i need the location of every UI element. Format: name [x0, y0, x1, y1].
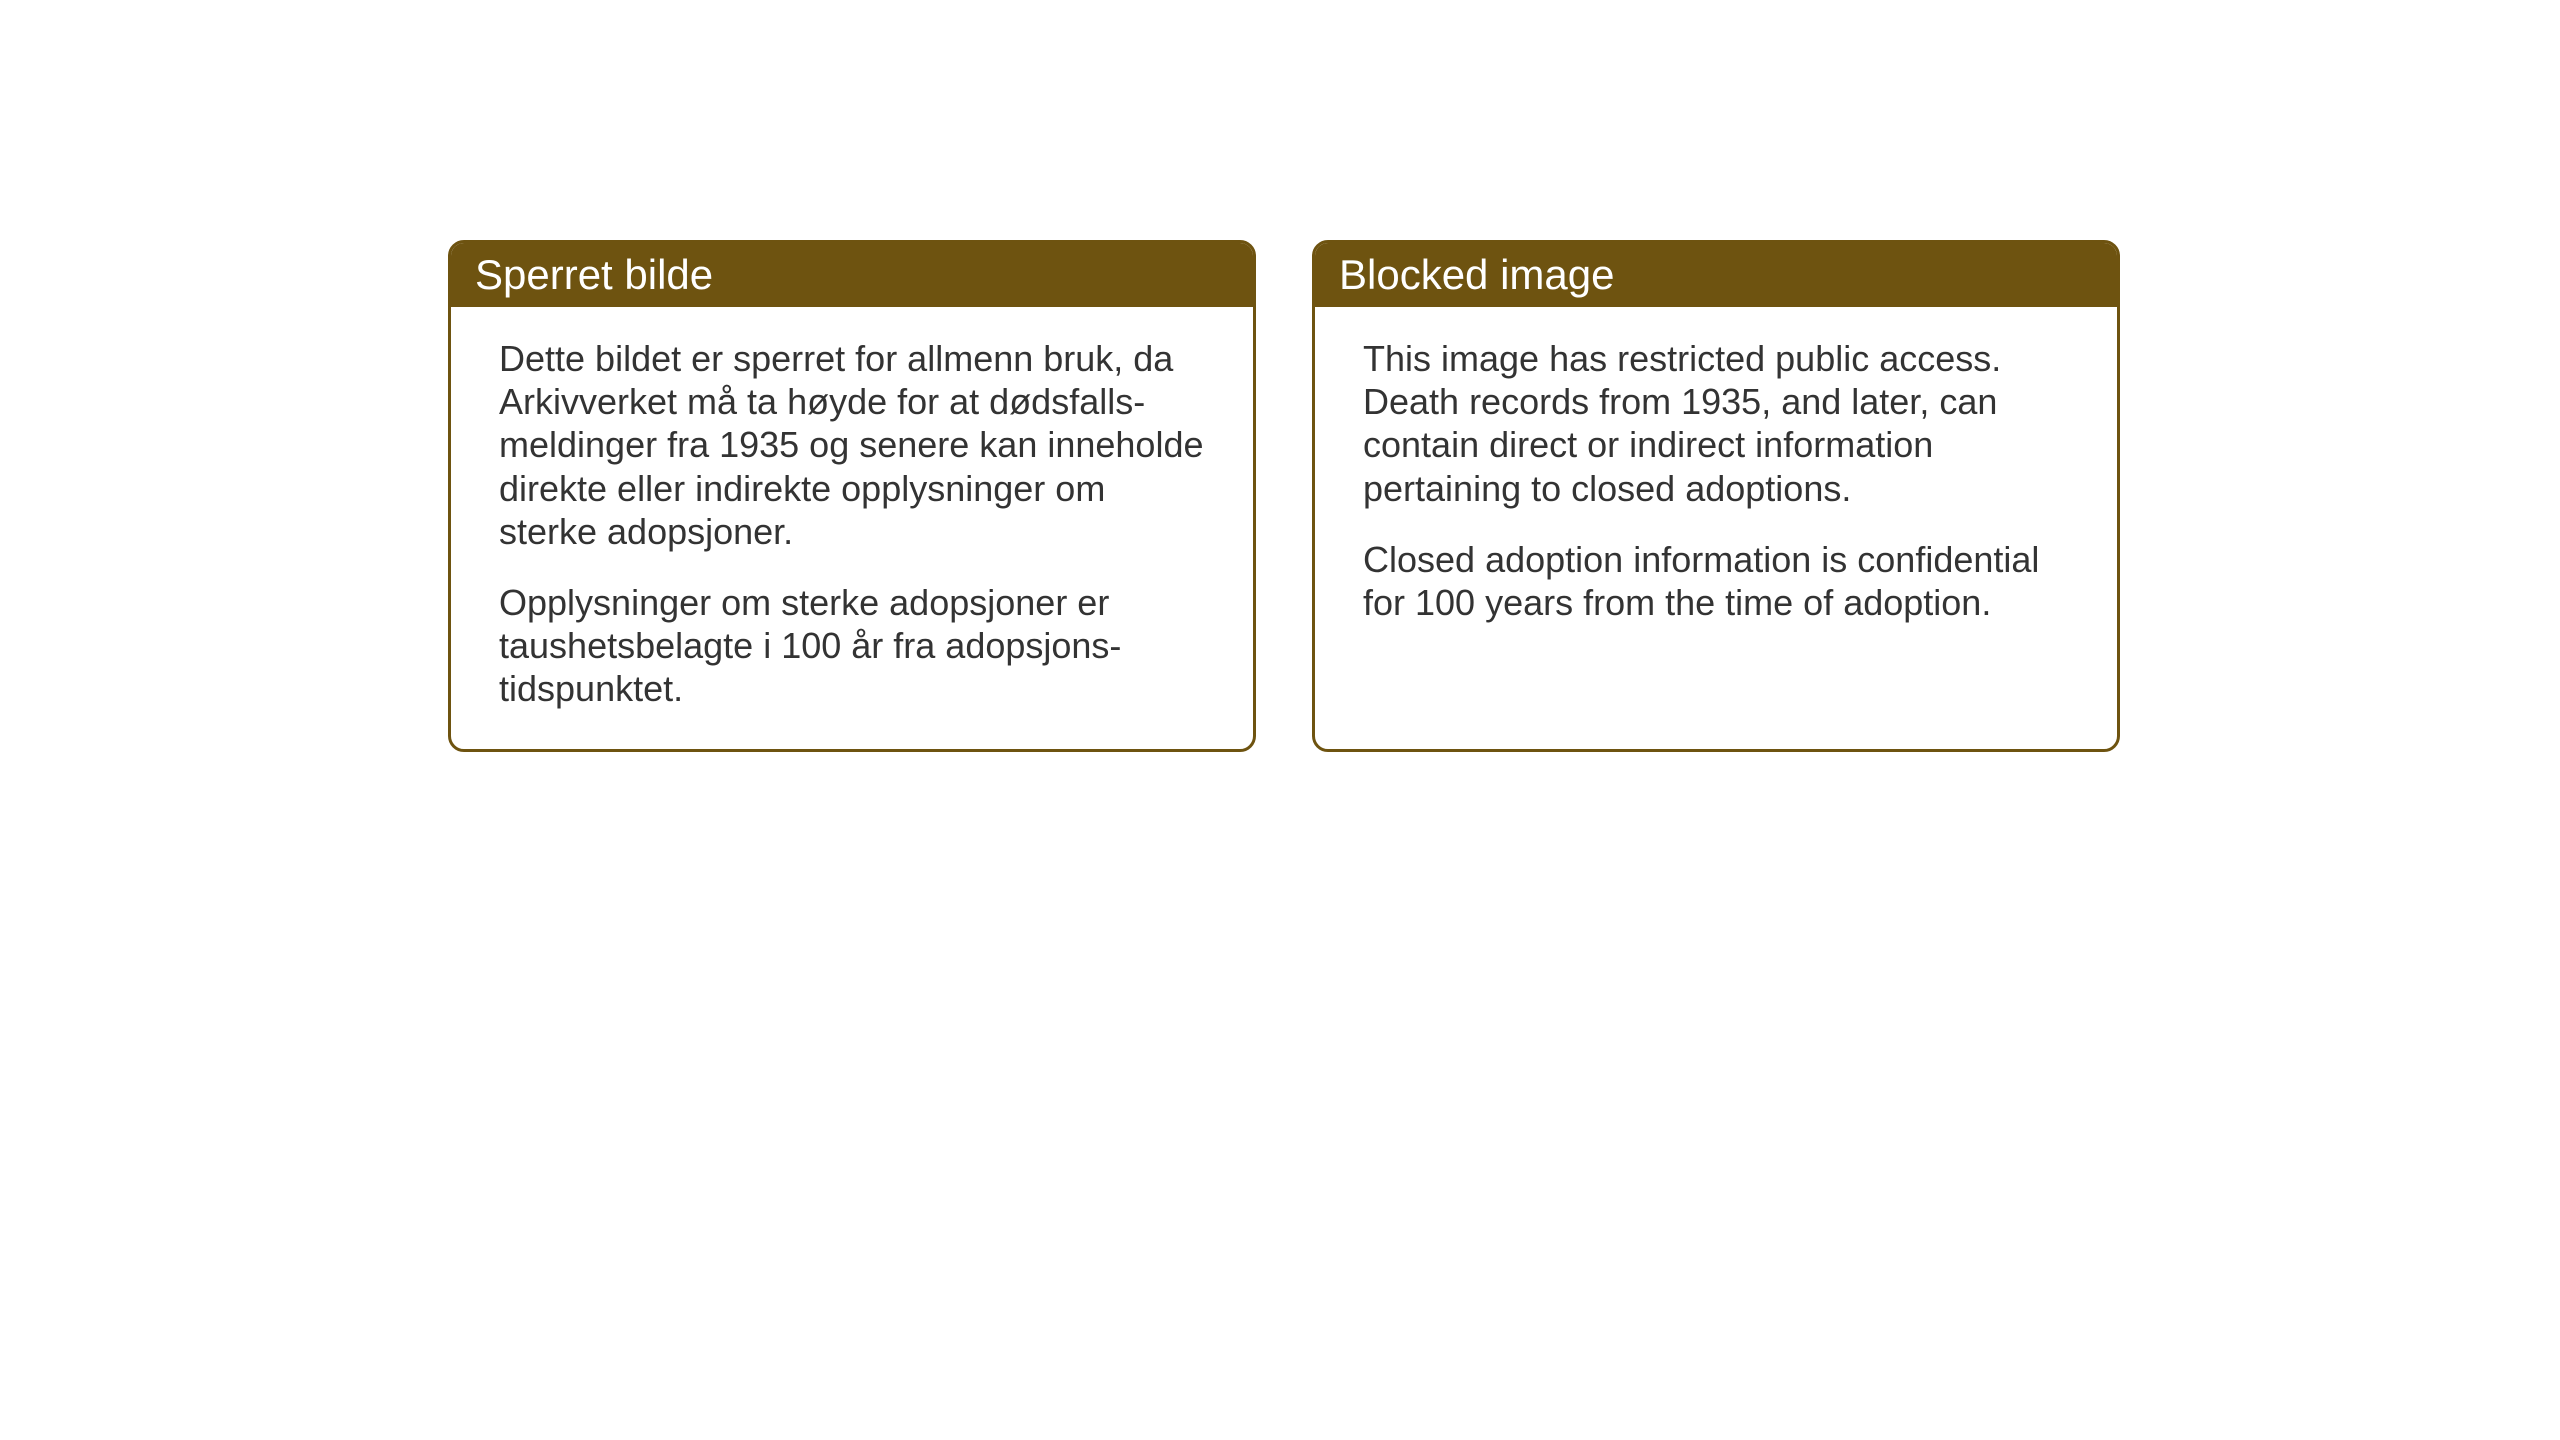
paragraph-2-english: Closed adoption information is confident… [1363, 538, 2069, 624]
notice-card-english: Blocked image This image has restricted … [1312, 240, 2120, 752]
card-title-english: Blocked image [1339, 251, 1614, 298]
paragraph-2-norwegian: Opplysninger om sterke adopsjoner er tau… [499, 581, 1205, 711]
notice-card-norwegian: Sperret bilde Dette bildet er sperret fo… [448, 240, 1256, 752]
card-body-english: This image has restricted public access.… [1315, 307, 2117, 664]
card-header-norwegian: Sperret bilde [451, 243, 1253, 307]
paragraph-1-norwegian: Dette bildet er sperret for allmenn bruk… [499, 337, 1205, 553]
card-header-english: Blocked image [1315, 243, 2117, 307]
card-body-norwegian: Dette bildet er sperret for allmenn bruk… [451, 307, 1253, 751]
paragraph-1-english: This image has restricted public access.… [1363, 337, 2069, 510]
card-title-norwegian: Sperret bilde [475, 251, 713, 298]
notice-container: Sperret bilde Dette bildet er sperret fo… [448, 240, 2120, 752]
